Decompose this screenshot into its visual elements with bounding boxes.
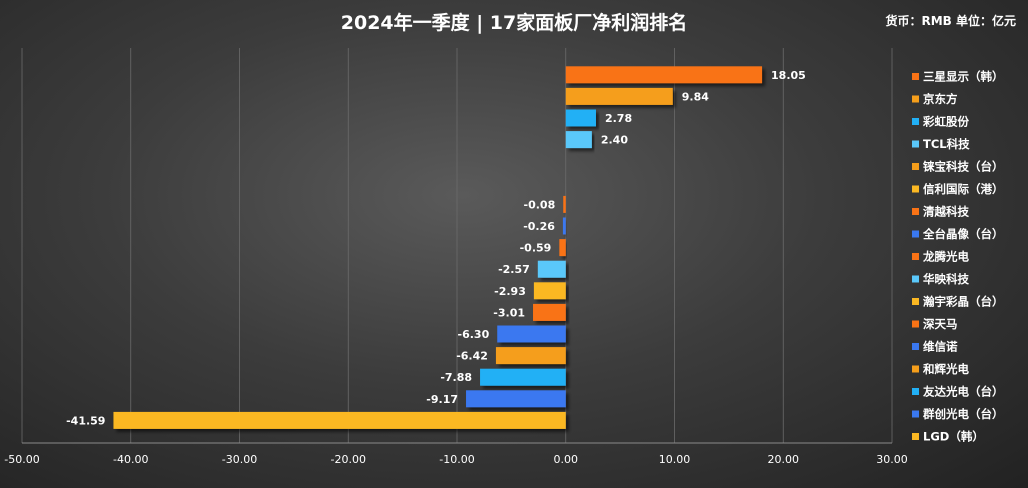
legend-swatch xyxy=(912,73,919,80)
bar xyxy=(113,411,566,429)
legend-label: 全台晶像（台） xyxy=(922,227,1004,241)
data-label: -2.93 xyxy=(494,285,526,298)
bar xyxy=(559,239,566,257)
legend-label: LGD（韩） xyxy=(923,430,984,444)
bar xyxy=(533,303,566,321)
legend-label: 和辉光电 xyxy=(923,362,969,376)
legend-label: 深天马 xyxy=(923,317,958,331)
data-label: -0.08 xyxy=(524,198,556,211)
legend-swatch xyxy=(912,410,919,418)
legend-label: 京东方 xyxy=(923,92,958,106)
chart-title: 2024年一季度 | 17家面板厂净利润排名 xyxy=(340,12,688,34)
bar xyxy=(466,390,566,408)
unit-note: 货币：RMB 单位：亿元 xyxy=(885,14,1016,28)
x-tick-label: -40.00 xyxy=(113,453,148,466)
legend-swatch xyxy=(912,140,919,148)
data-label: -0.26 xyxy=(523,220,555,233)
data-label: -7.88 xyxy=(440,371,472,384)
bar xyxy=(533,282,566,300)
legend-swatch xyxy=(912,275,919,283)
legend-swatch xyxy=(912,208,919,215)
data-label: 2.40 xyxy=(601,134,628,147)
legend-swatch xyxy=(912,343,919,350)
legend-label: 华映科技 xyxy=(923,272,969,286)
legend-swatch xyxy=(912,320,919,328)
data-label: 9.84 xyxy=(682,90,709,103)
bar xyxy=(495,347,566,365)
data-label: 2.78 xyxy=(605,112,632,125)
legend-swatch xyxy=(912,163,919,170)
bar xyxy=(563,195,566,213)
legend-label: 瀚宇彩晶（台） xyxy=(923,295,1004,309)
x-tick-label: 0.00 xyxy=(554,453,579,466)
legend-label: 信利国际（港） xyxy=(923,182,1004,196)
bar xyxy=(497,325,566,343)
legend-swatch xyxy=(912,230,919,238)
x-tick-label: -10.00 xyxy=(439,453,474,466)
data-label: -2.57 xyxy=(498,263,530,276)
data-label: -0.59 xyxy=(520,242,552,255)
legend-swatch xyxy=(912,365,919,373)
x-tick-label: 20.00 xyxy=(768,453,800,466)
bar xyxy=(565,66,763,84)
legend-swatch xyxy=(912,95,919,103)
legend-swatch xyxy=(912,185,919,193)
legend-swatch xyxy=(912,253,919,260)
data-label: -41.59 xyxy=(66,414,105,427)
data-label: -9.17 xyxy=(426,393,458,406)
x-tick-label: -20.00 xyxy=(331,453,366,466)
legend-label: 铼宝科技（台） xyxy=(923,160,1004,174)
legend-label: 彩虹股份 xyxy=(922,115,969,129)
bar xyxy=(565,109,596,127)
legend-label: 群创光电（台） xyxy=(922,407,1004,421)
x-tick-label: -30.00 xyxy=(222,453,257,466)
bar xyxy=(537,260,566,278)
legend-label: 龙腾光电 xyxy=(922,250,969,264)
legend-swatch xyxy=(912,118,919,125)
x-tick-label: 10.00 xyxy=(659,453,691,466)
legend-label: 清越科技 xyxy=(923,205,969,219)
bar xyxy=(565,87,673,105)
bar xyxy=(480,368,566,386)
bar xyxy=(565,131,592,149)
x-tick-label: -50.00 xyxy=(4,453,39,466)
legend-label: TCL科技 xyxy=(923,137,970,151)
data-label: -3.01 xyxy=(493,306,525,319)
legend-label: 友达光电（台） xyxy=(923,385,1004,399)
legend-swatch xyxy=(912,298,919,305)
bar xyxy=(562,217,566,235)
data-label: -6.30 xyxy=(458,328,490,341)
legend-swatch xyxy=(912,388,919,395)
x-tick-label: 30.00 xyxy=(876,453,908,466)
legend-swatch xyxy=(912,433,919,440)
legend-label: 三星显示（韩） xyxy=(923,70,1004,84)
data-label: 18.05 xyxy=(771,69,806,82)
data-label: -6.42 xyxy=(456,350,488,363)
legend-label: 维信诺 xyxy=(923,340,958,354)
